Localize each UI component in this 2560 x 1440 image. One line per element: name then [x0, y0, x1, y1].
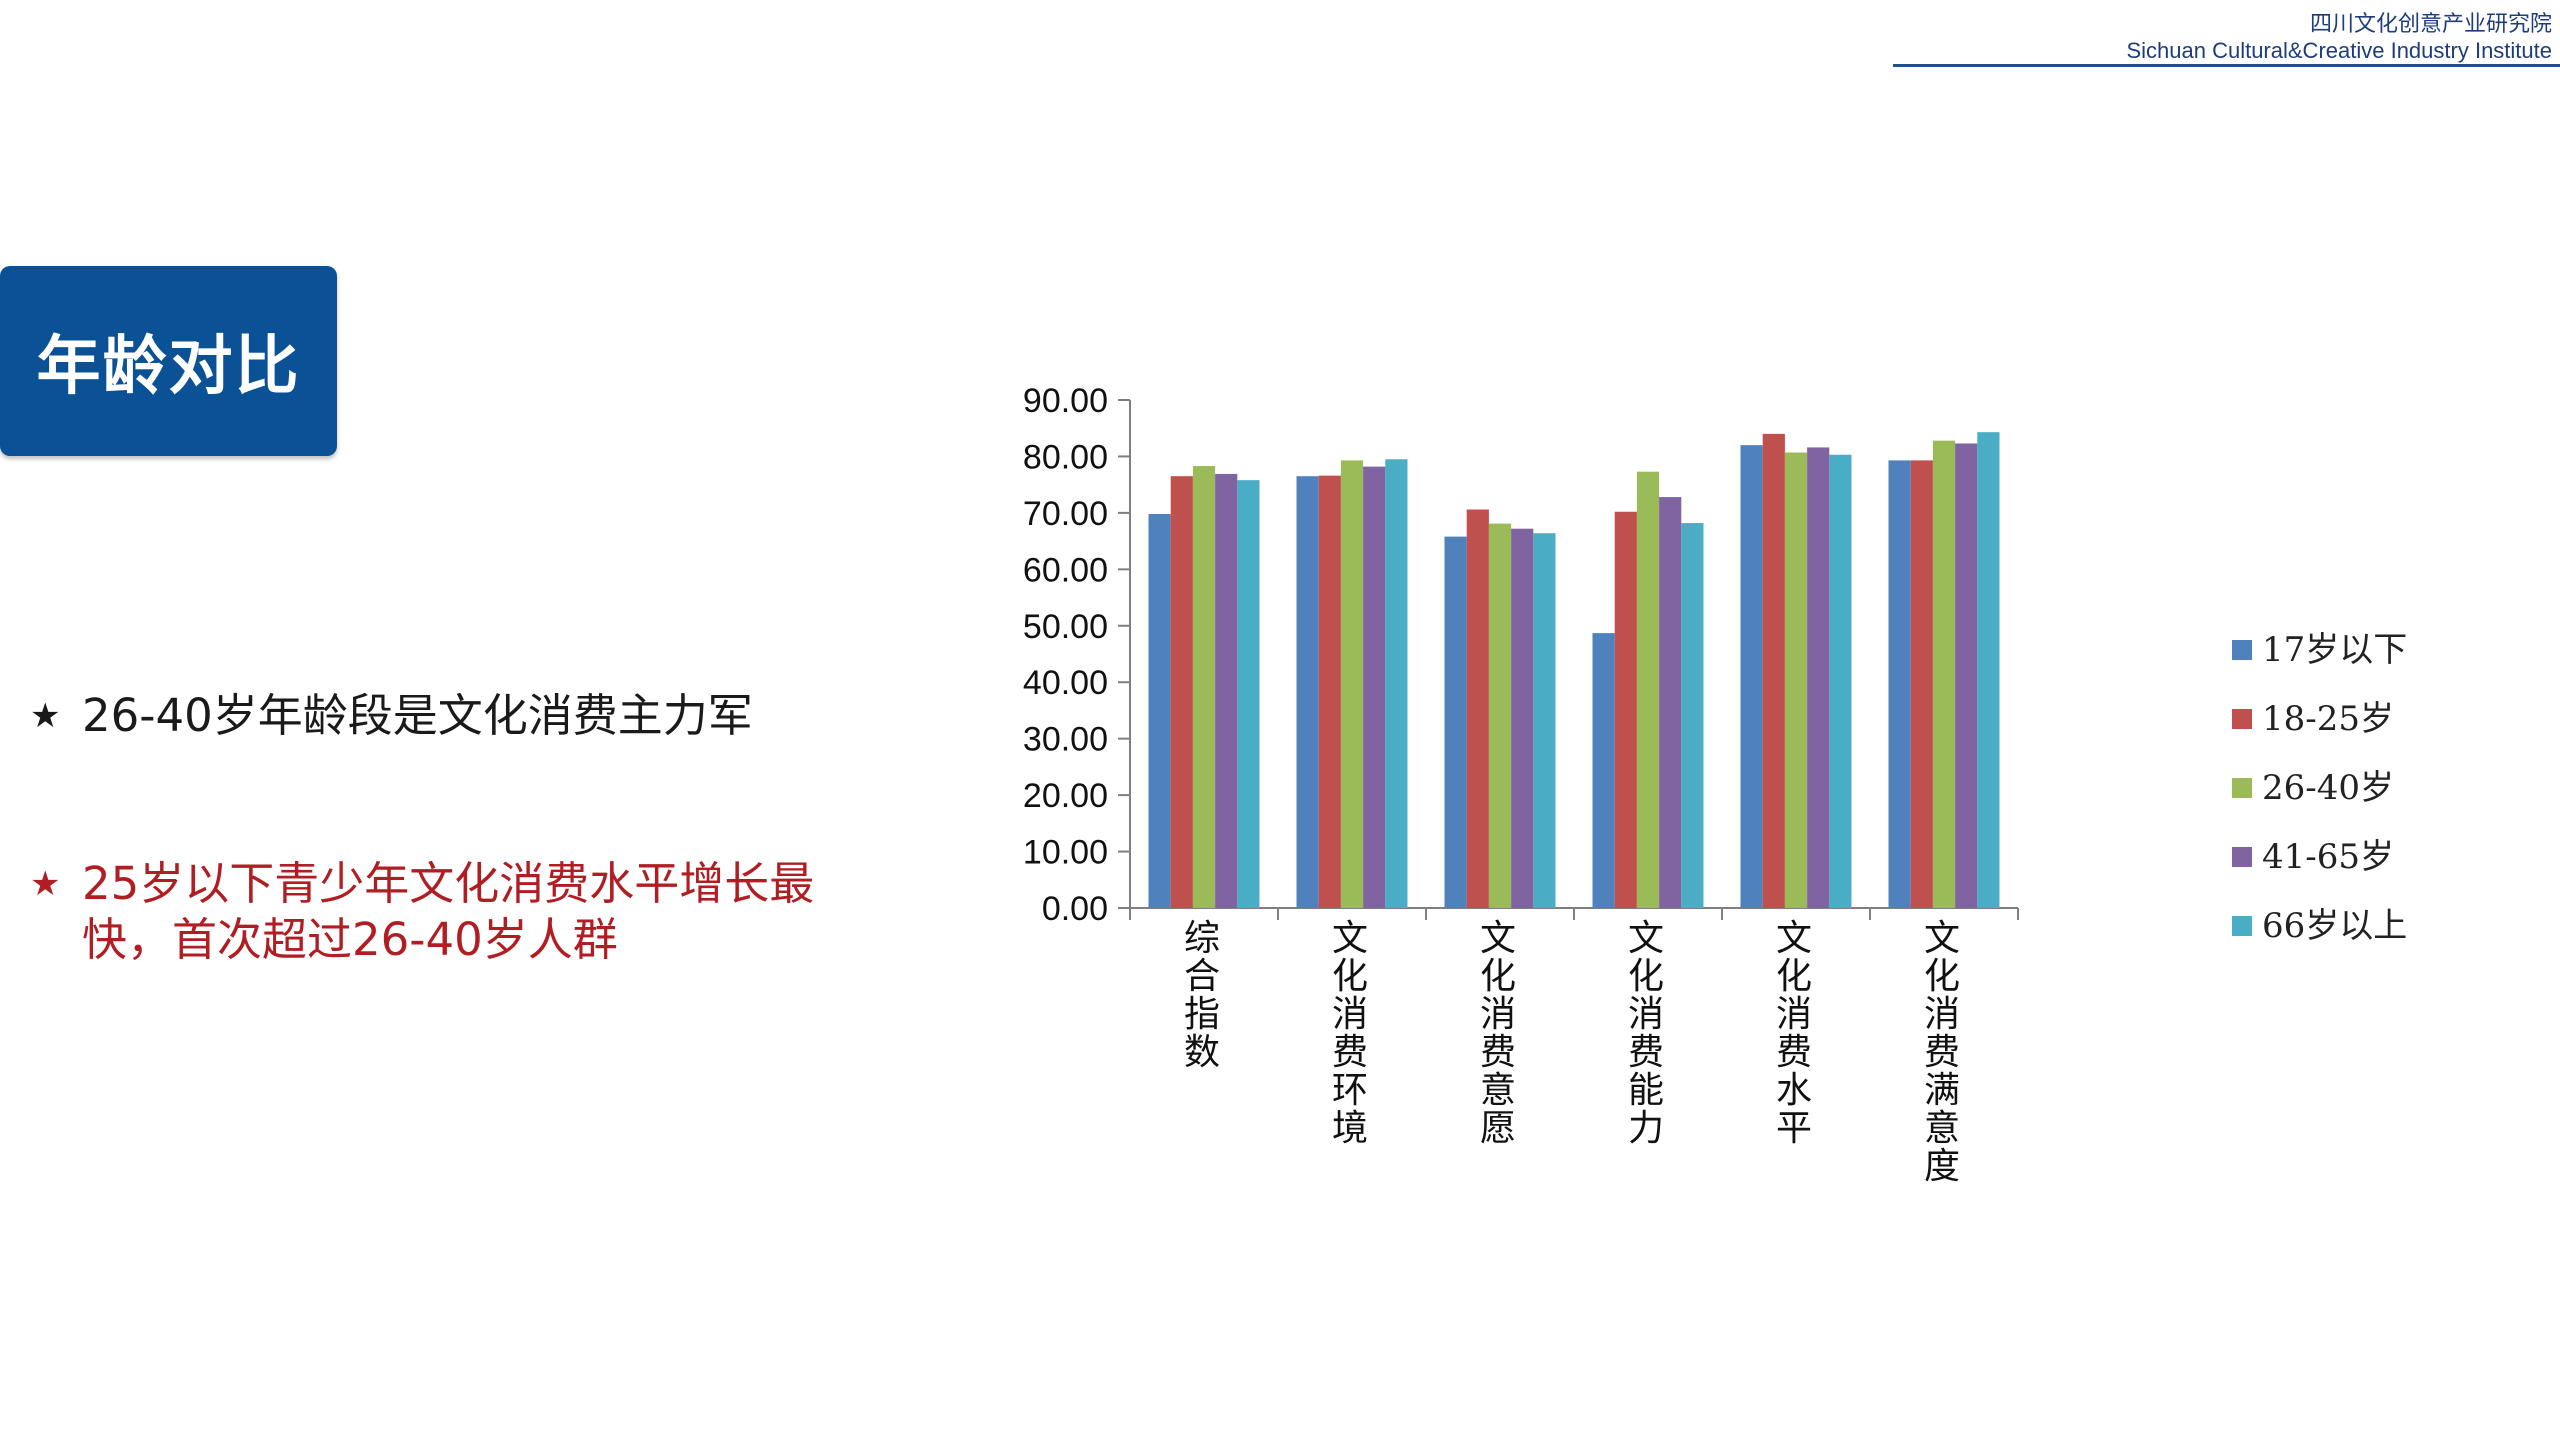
star-icon: ★ — [30, 696, 61, 736]
bar-0-4 — [1237, 480, 1260, 908]
bar-2-0 — [1444, 536, 1467, 908]
category-label: 文化消费满意度 — [1924, 918, 1960, 1187]
y-tick-label: 50.00 — [1023, 608, 1108, 646]
bar-3-0 — [1592, 633, 1615, 908]
legend-swatch — [2232, 916, 2252, 936]
section-title-box: 年龄对比 — [0, 266, 337, 456]
bar-5-4 — [1977, 432, 2000, 908]
bar-3-3 — [1659, 497, 1682, 908]
category-label: 文化消费意愿 — [1480, 918, 1516, 1149]
org-name-cn: 四川文化创意产业研究院 — [2309, 12, 2552, 37]
bar-0-3 — [1215, 473, 1238, 908]
y-tick-label: 40.00 — [1023, 664, 1108, 702]
bar-1-3 — [1363, 466, 1386, 908]
y-tick-label: 70.00 — [1023, 495, 1108, 533]
bar-5-0 — [1888, 460, 1911, 908]
legend-swatch — [2232, 640, 2252, 660]
legend-swatch — [2232, 709, 2252, 729]
legend-swatch — [2232, 778, 2252, 798]
bar-2-1 — [1466, 509, 1489, 908]
bar-1-1 — [1318, 475, 1341, 908]
star-icon: ★ — [30, 864, 61, 904]
section-title: 年龄对比 — [36, 330, 301, 404]
bar-4-1 — [1762, 433, 1785, 908]
header-divider — [1893, 64, 2560, 67]
bar-4-3 — [1807, 447, 1830, 908]
bar-3-2 — [1636, 471, 1660, 908]
bar-0-2 — [1192, 466, 1216, 908]
bar-5-1 — [1910, 460, 1933, 908]
y-tick-label: 30.00 — [1023, 721, 1108, 759]
y-tick-label: 80.00 — [1023, 438, 1108, 476]
bar-4-4 — [1829, 454, 1852, 908]
category-label: 文化消费水平 — [1776, 918, 1812, 1149]
bullet-point-1: ★ 26-40岁年龄段是文化消费主力军 — [30, 688, 753, 744]
bar-3-1 — [1614, 511, 1637, 908]
legend-label: 41-65岁 — [2262, 837, 2394, 877]
legend-swatch — [2232, 847, 2252, 867]
org-name-en: Sichuan Cultural&Creative Industry Insti… — [2126, 38, 2552, 63]
bar-4-2 — [1784, 452, 1808, 908]
legend-label: 18-25岁 — [2262, 699, 2394, 739]
bar-2-3 — [1511, 528, 1534, 908]
bar-1-2 — [1340, 460, 1364, 908]
y-tick-label: 90.00 — [1023, 382, 1108, 420]
category-label: 文化消费环境 — [1332, 918, 1368, 1149]
legend-label: 66岁以上 — [2262, 906, 2407, 946]
bar-5-2 — [1932, 440, 1956, 908]
bar-2-2 — [1488, 523, 1512, 908]
legend-label: 17岁以下 — [2262, 630, 2407, 670]
bar-1-0 — [1296, 476, 1319, 908]
legend-label: 26-40岁 — [2262, 768, 2394, 808]
bar-0-1 — [1170, 476, 1193, 908]
y-tick-label: 0.00 — [1042, 890, 1108, 928]
bar-0-0 — [1148, 514, 1171, 908]
bullet-text-1: 26-40岁年龄段是文化消费主力军 — [82, 689, 753, 742]
bar-2-4 — [1533, 533, 1556, 908]
bar-1-4 — [1385, 459, 1408, 908]
bullet-point-2: ★ 25岁以下青少年文化消费水平增长最快，首次超过26-40岁人群 — [30, 856, 910, 968]
y-tick-label: 20.00 — [1023, 777, 1108, 815]
bar-4-0 — [1740, 445, 1763, 908]
bar-3-4 — [1681, 523, 1704, 908]
header-organization: 四川文化创意产业研究院 Sichuan Cultural&Creative In… — [2126, 12, 2552, 64]
y-tick-label: 10.00 — [1023, 834, 1108, 872]
bar-5-3 — [1955, 443, 1978, 908]
bullet-text-2: 25岁以下青少年文化消费水平增长最快，首次超过26-40岁人群 — [82, 857, 815, 966]
category-label: 文化消费能力 — [1628, 918, 1664, 1149]
y-tick-label: 60.00 — [1023, 551, 1108, 589]
category-label: 综合指数 — [1184, 918, 1220, 1073]
